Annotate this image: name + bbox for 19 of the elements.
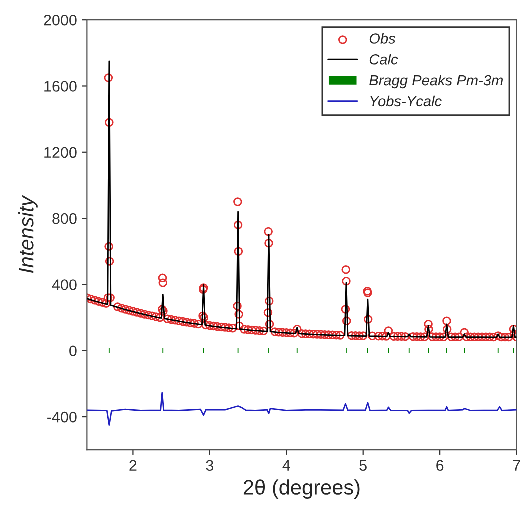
legend-label: Yobs-Ycalc: [370, 96, 442, 107]
y-tick-label: -400: [48, 412, 77, 423]
y-tick-label: 400: [52, 280, 77, 290]
x-tick-label: 4: [282, 460, 290, 471]
y-tick-label: 1600: [44, 81, 77, 92]
x-axis-title: 2θ (degrees): [244, 480, 360, 500]
x-tick-label: 2: [130, 460, 137, 471]
y-tick-label: 0: [70, 346, 77, 357]
y-tick-label: 2000: [44, 14, 77, 26]
legend-label: Obs: [370, 33, 396, 44]
y-axis-title: Intensity: [18, 195, 38, 274]
y-tick-label: 800: [52, 213, 77, 224]
x-tick-label: 6: [436, 460, 444, 472]
x-tick-label: 3: [206, 460, 214, 472]
y-tick-label: 1200: [44, 147, 77, 158]
legend-label: Calc: [370, 54, 398, 65]
x-tick-label: 5: [360, 460, 367, 472]
legend-label: Bragg Peaks Pm-3m: [370, 74, 503, 89]
x-tick-label: 7: [513, 460, 520, 471]
